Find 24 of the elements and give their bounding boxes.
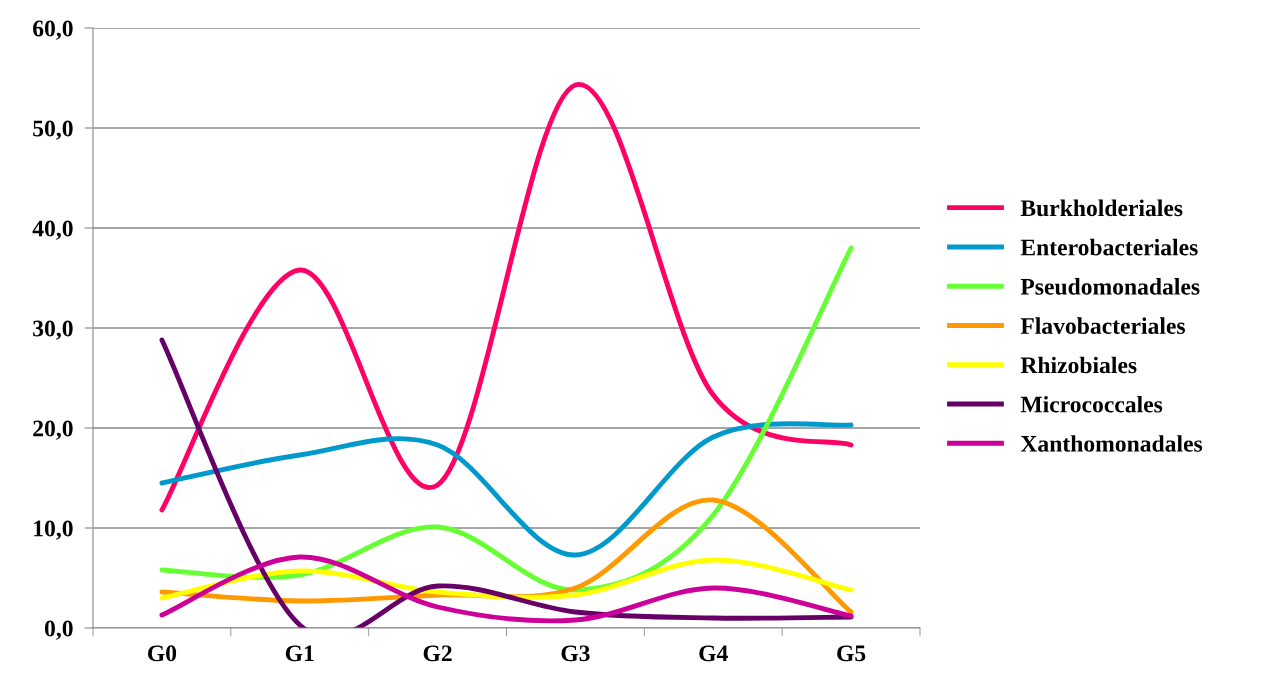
x-tick-label: G4 <box>699 645 728 662</box>
y-tick-label: 40,0 <box>32 220 73 240</box>
line-series <box>159 82 854 513</box>
x-tick-label: G2 <box>423 645 452 662</box>
y-tick-label: 30,0 <box>33 320 73 340</box>
y-tick-label: 0,0 <box>44 620 73 640</box>
legend-label: Pseudomonadales <box>1020 278 1200 295</box>
legend-label: Burkholderiales <box>1020 199 1183 217</box>
legend-label: Micrococcales <box>1020 395 1163 413</box>
y-tick-label: 60,0 <box>33 20 73 40</box>
legend-label: Xanthomonadales <box>1020 435 1203 452</box>
x-tick-label: G5 <box>837 645 866 662</box>
legend-label: Flavobacteriales <box>1020 317 1186 334</box>
y-tick-label: 50,0 <box>33 120 73 140</box>
x-tick-label: G0 <box>147 645 177 662</box>
line-series <box>159 554 854 624</box>
line-series <box>159 337 854 628</box>
legend-label: Enterobacteriales <box>1020 238 1198 256</box>
legend-label: Rhizobiales <box>1020 356 1137 374</box>
y-tick-label: 20,0 <box>33 420 73 440</box>
line-series <box>159 421 854 558</box>
y-tick-label: 10,0 <box>34 520 73 540</box>
x-tick-label: G1 <box>285 645 314 662</box>
x-tick-label: G3 <box>561 645 590 662</box>
